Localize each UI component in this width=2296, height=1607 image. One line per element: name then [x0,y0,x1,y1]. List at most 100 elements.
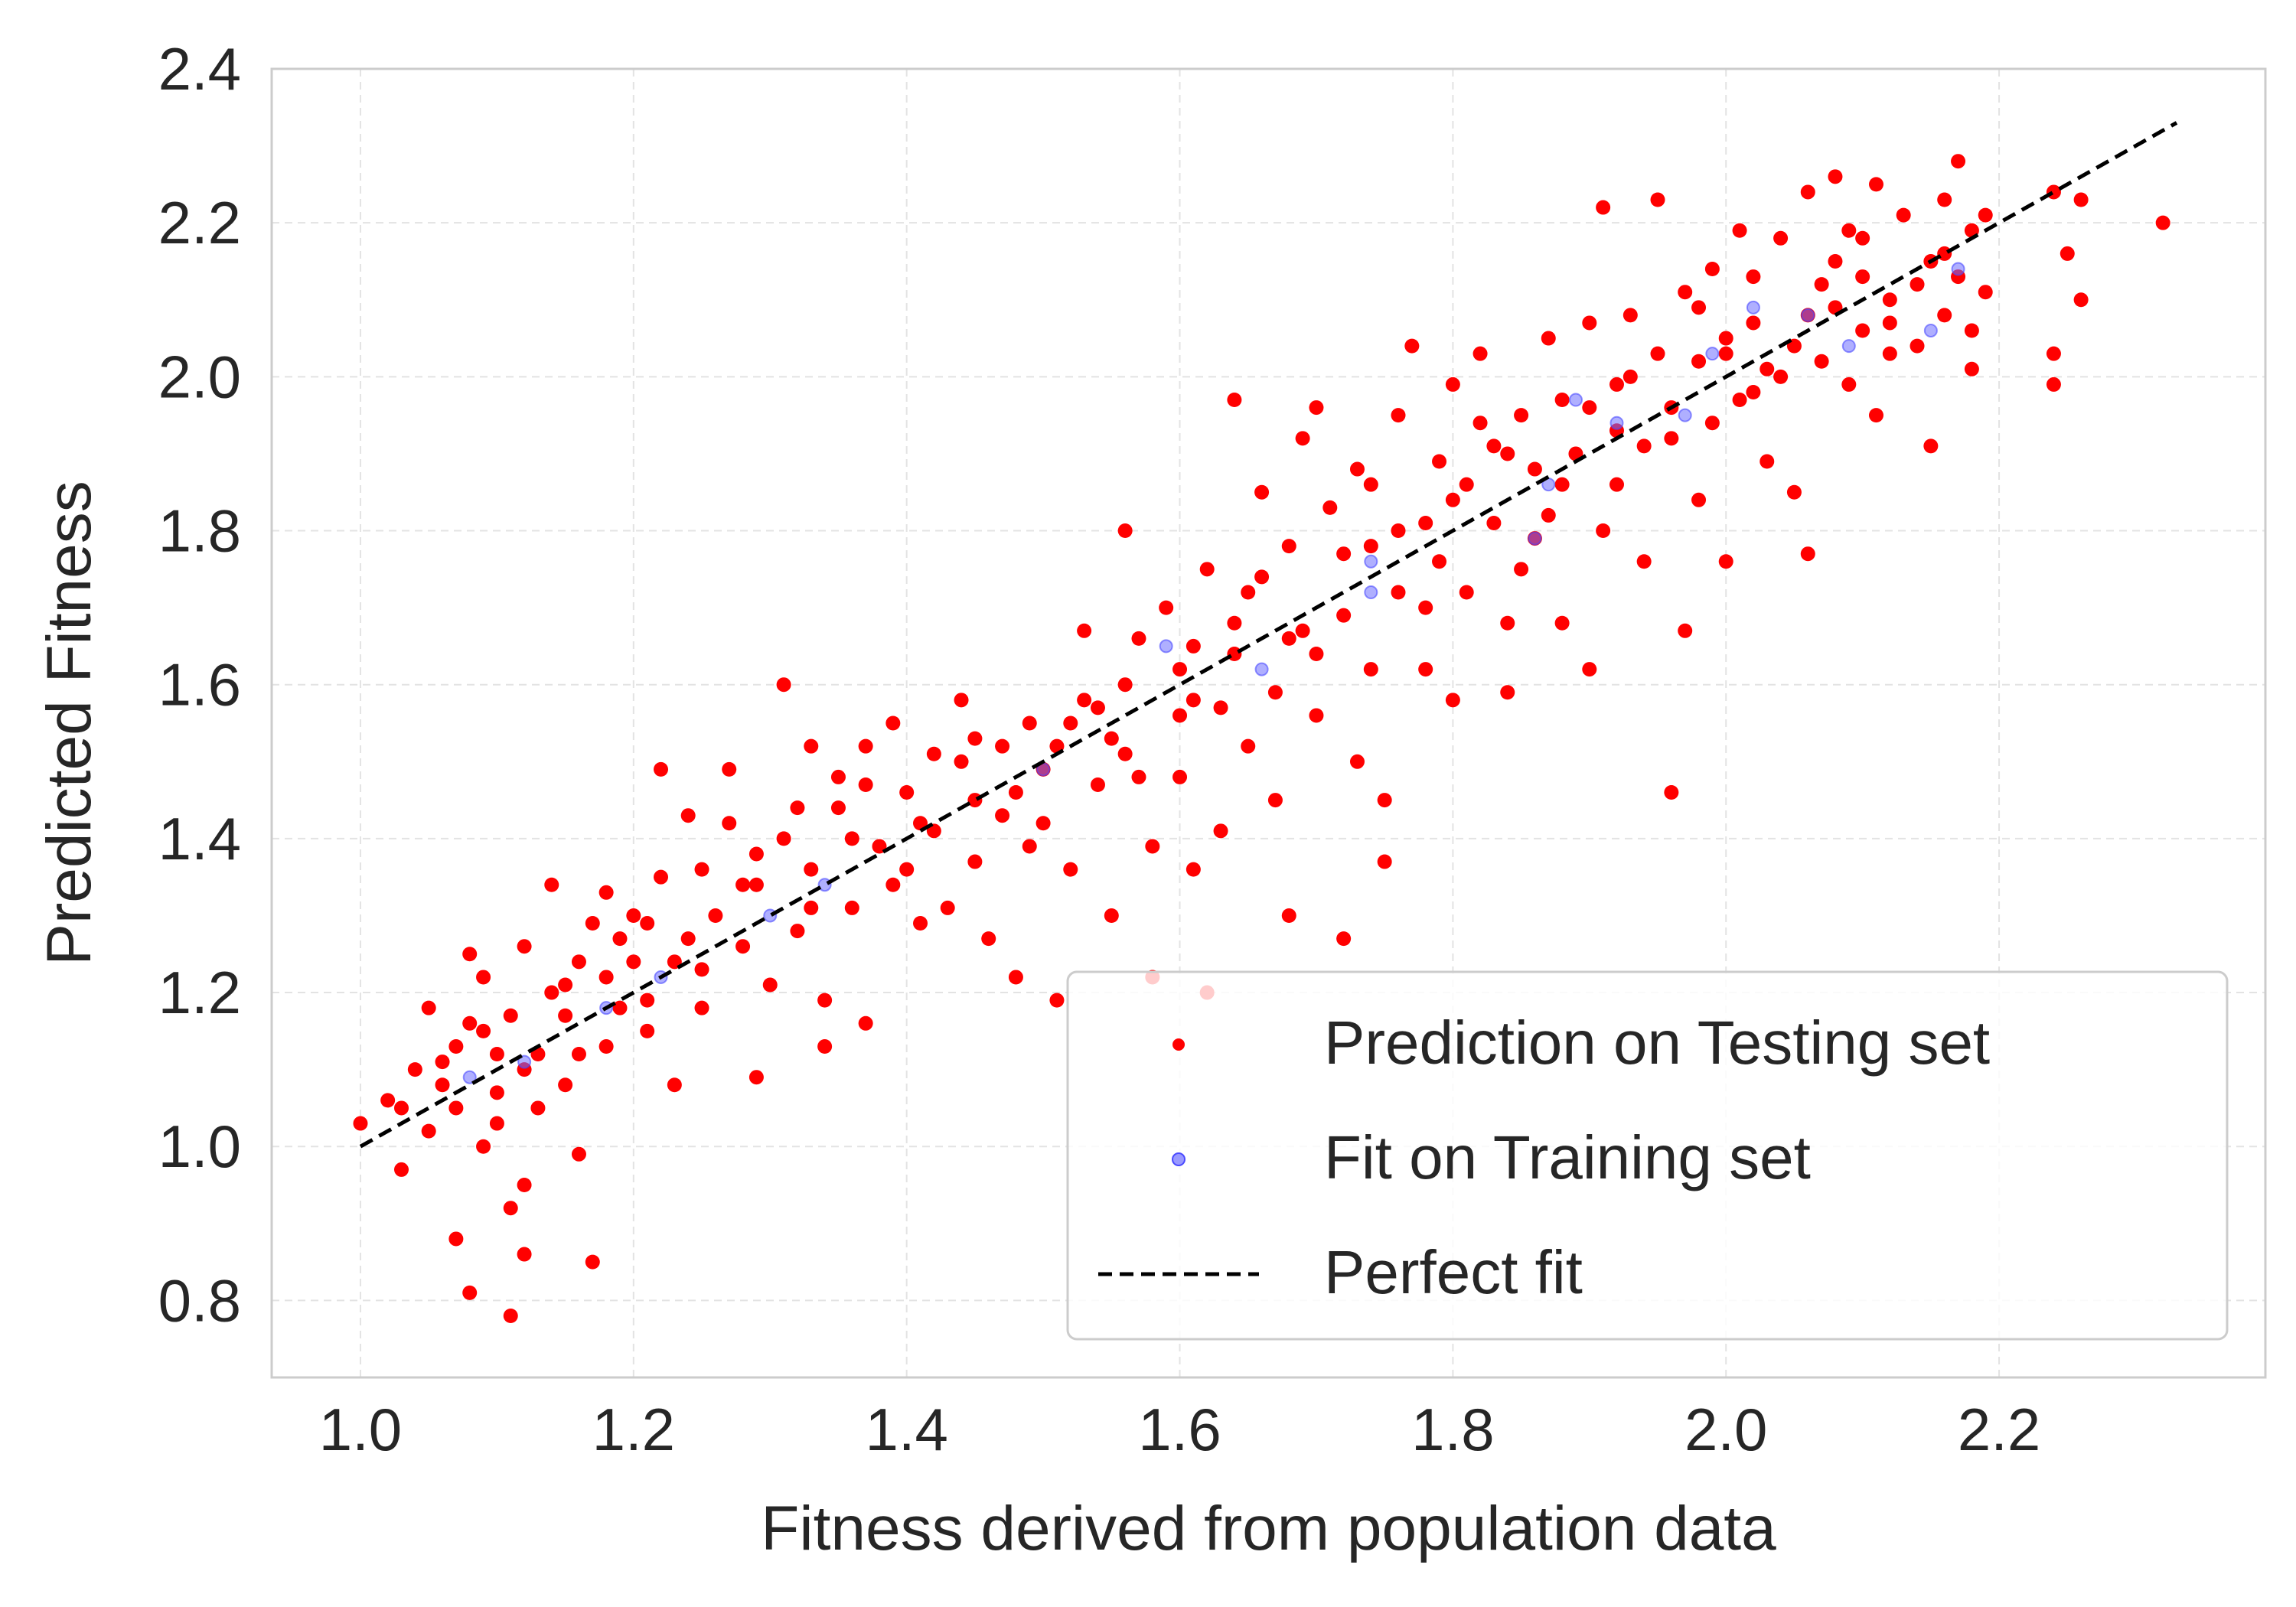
testing-point [1336,546,1352,562]
testing-point [1008,970,1023,985]
testing-point [1786,484,1802,500]
x-tick-label: 1.2 [592,1396,675,1463]
testing-point [1691,354,1707,369]
testing-point [598,1038,614,1054]
testing-point [1349,754,1365,769]
testing-point [1855,323,1870,338]
testing-point [1896,207,1911,223]
testing-point [448,1231,464,1247]
testing-point [1746,315,1761,331]
testing-point [489,1085,504,1100]
testing-point [598,885,614,900]
y-tick-label: 0.8 [158,1266,241,1334]
testing-point [776,831,791,846]
testing-point [462,1015,478,1031]
training-point [1841,339,1856,354]
testing-point [1800,184,1815,200]
testing-point [448,1100,464,1116]
testing-point [476,970,491,985]
perfect-fit-line [359,121,2178,1149]
testing-point [954,693,969,708]
testing-point [1104,908,1119,923]
testing-point [1760,361,1775,376]
testing-point [1582,662,1597,677]
testing-point [1336,608,1352,623]
plot-marks [353,121,2178,1324]
testing-point [1186,638,1201,654]
testing-point [1049,993,1065,1008]
testing-point [626,954,641,970]
testing-point [804,900,819,915]
training-point [1364,585,1378,599]
testing-point [1254,484,1270,500]
x-tick-label: 2.0 [1684,1396,1767,1463]
testing-point [1309,646,1324,661]
training-point [1528,531,1542,546]
testing-point [1008,785,1023,800]
testing-point [1951,154,1966,169]
testing-point [694,862,709,877]
testing-point [1855,269,1870,285]
testing-point [1117,746,1133,761]
testing-point [1500,685,1515,700]
testing-point [1691,300,1707,315]
testing-point [967,731,983,746]
testing-point [1295,623,1310,638]
testing-point [1377,854,1392,869]
testing-point [1978,207,1993,223]
training-point [1364,554,1378,569]
legend-label-training: Fit on Training set [1324,1123,1811,1191]
testing-point [1514,408,1529,423]
testing-point [1432,554,1447,569]
testing-point [1391,585,1406,600]
testing-point [517,939,532,954]
testing-point [435,1054,450,1070]
testing-point [804,862,819,877]
testing-point [885,715,901,731]
legend-marker-training [1172,1152,1186,1166]
testing-point [995,808,1010,823]
testing-point [1828,169,1843,184]
testing-point [517,1247,532,1262]
testing-point [1336,931,1352,947]
testing-point [544,877,559,892]
testing-point [585,1254,600,1270]
y-tick-label: 1.4 [158,805,241,872]
testing-point [1309,400,1324,416]
testing-point [1704,262,1720,277]
training-point [1254,662,1269,676]
testing-point [558,1008,573,1023]
testing-point [722,761,737,777]
testing-point [544,985,559,1000]
testing-point [1541,331,1556,346]
testing-point [1910,338,1925,354]
testing-point [1882,346,1897,361]
testing-point [1418,515,1433,530]
testing-point [1267,685,1283,700]
testing-point [1623,369,1638,384]
testing-point [1500,615,1515,631]
legend-label-testing: Prediction on Testing set [1324,1009,1990,1077]
testing-point [1391,408,1406,423]
testing-point [626,908,641,923]
testing-point [885,877,901,892]
testing-point [1800,546,1815,562]
y-tick-label: 1.8 [158,497,241,565]
testing-point [1691,492,1707,507]
y-tick-label: 2.4 [158,35,241,103]
training-point [1923,324,1938,337]
testing-point [1718,331,1733,346]
testing-point [1882,292,1897,308]
testing-point [1678,623,1693,638]
testing-point [598,970,614,985]
testing-point [1582,315,1597,331]
training-point [1951,262,1965,276]
testing-point [1541,507,1556,523]
testing-point [489,1116,504,1131]
testing-point [830,769,846,784]
testing-point [817,993,833,1008]
testing-point [1868,408,1883,423]
testing-point [1527,461,1542,477]
training-point [1159,639,1173,654]
